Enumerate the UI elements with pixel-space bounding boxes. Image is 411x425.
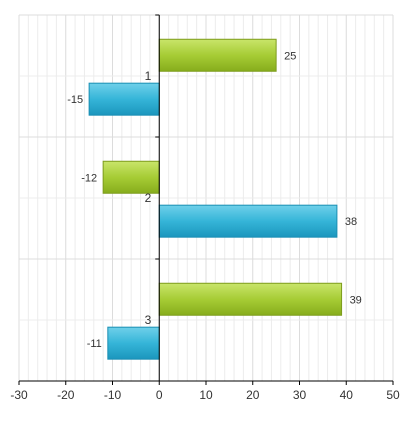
bar-series1-cat-3 xyxy=(158,282,343,316)
bar-series2-cat-2 xyxy=(158,204,338,238)
bar-series2-cat-1 xyxy=(88,82,160,116)
x-tick-label: -20 xyxy=(57,388,75,402)
axes xyxy=(18,14,394,385)
data-label: 38 xyxy=(345,216,357,228)
bar-series1-cat-2 xyxy=(102,160,160,194)
category-label: 2 xyxy=(145,191,152,205)
category-label: 1 xyxy=(145,69,152,83)
x-tick-label: 40 xyxy=(340,388,354,402)
data-label: 39 xyxy=(350,294,362,306)
grid-lines xyxy=(18,14,394,382)
x-tick-label: 30 xyxy=(293,388,307,402)
x-tick-label: 0 xyxy=(156,388,163,402)
data-label: -15 xyxy=(67,94,83,106)
labels: 25 -15 -12 38 39 -11 -30 -20 -10 0 10 20 30 40 50 1 2 3 xyxy=(10,50,400,402)
category-label: 3 xyxy=(145,313,152,327)
x-tick-label: 50 xyxy=(386,388,400,402)
bar-series2-cat-3 xyxy=(107,326,160,360)
bar-series1-cat-1 xyxy=(158,38,277,72)
data-label: -12 xyxy=(81,172,97,184)
x-tick-label: 10 xyxy=(199,388,213,402)
x-tick-label: -10 xyxy=(104,388,122,402)
data-label: 25 xyxy=(284,50,296,62)
data-label: -11 xyxy=(87,338,102,350)
x-tick-label: -30 xyxy=(10,388,28,402)
x-tick-label: 20 xyxy=(246,388,260,402)
